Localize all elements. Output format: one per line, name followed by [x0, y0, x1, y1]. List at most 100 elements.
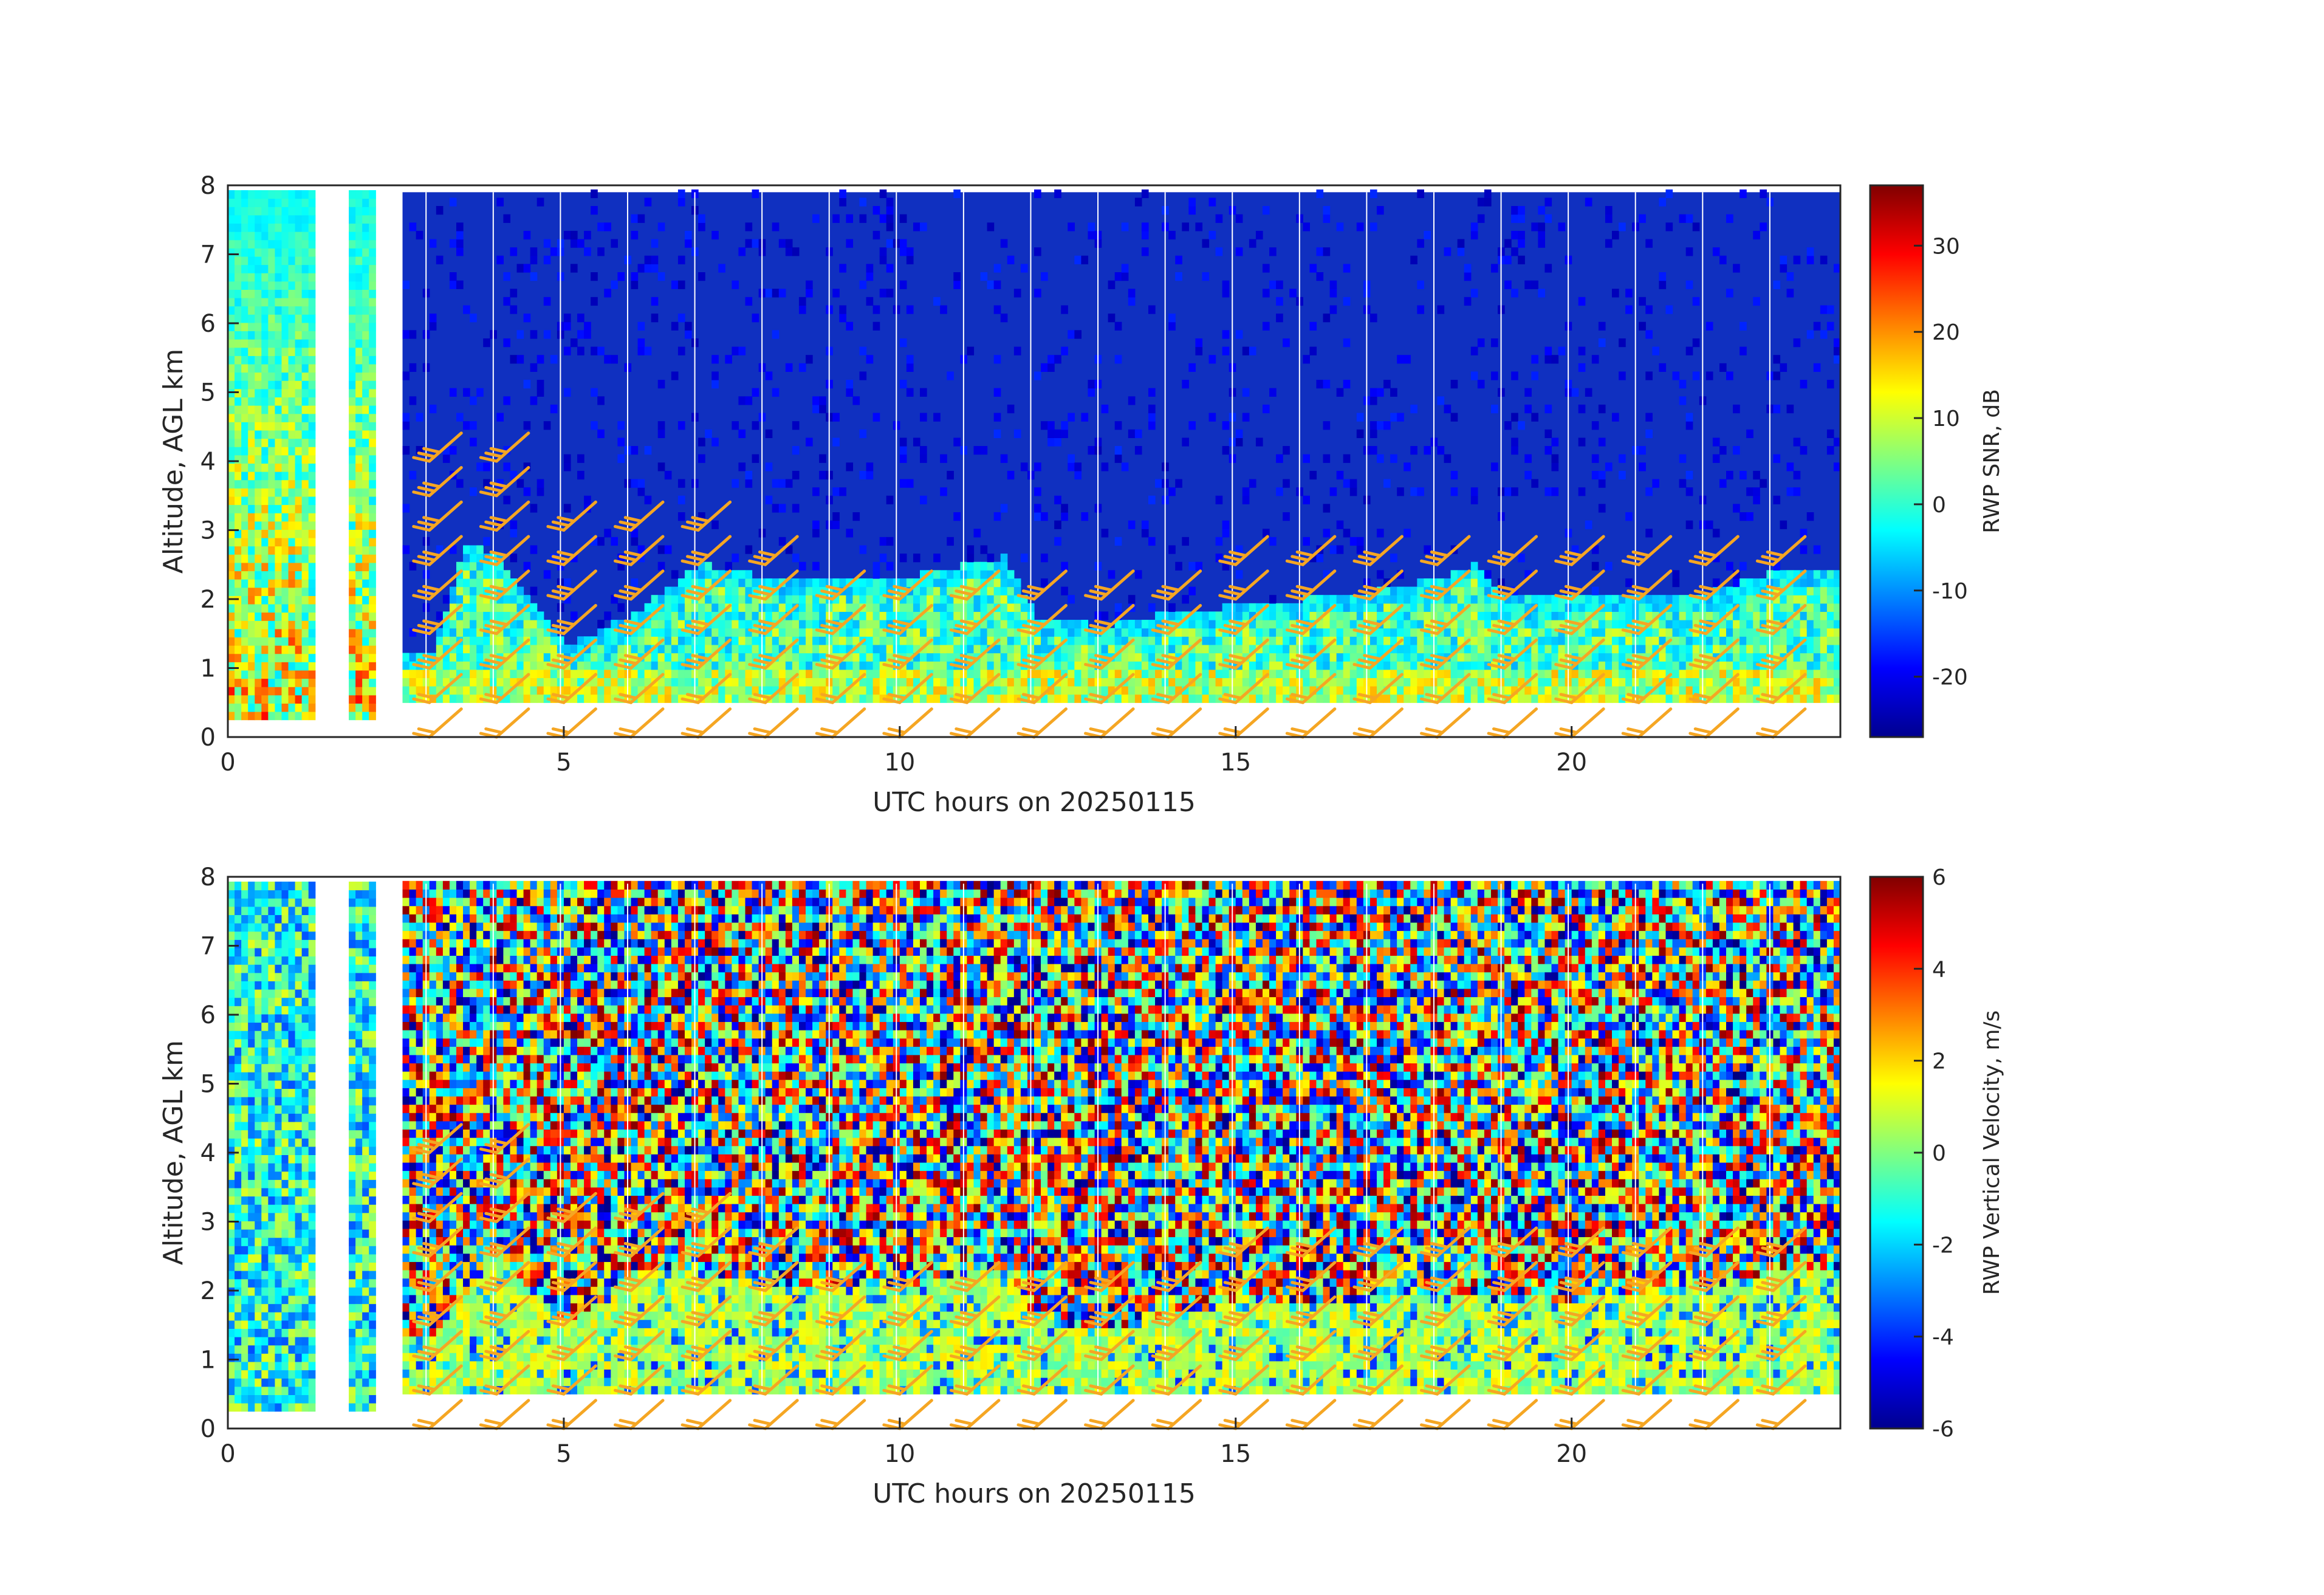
heatmap-cell — [1013, 586, 1021, 595]
heatmap-cell — [1518, 255, 1525, 264]
heatmap-cell — [281, 695, 289, 704]
heatmap-cell — [355, 372, 363, 381]
heatmap-cell — [1598, 611, 1606, 620]
heatmap-cell — [1168, 545, 1176, 554]
heatmap-cell — [429, 677, 437, 687]
heatmap-cell — [1544, 644, 1552, 654]
heatmap-cell — [1349, 487, 1357, 496]
heatmap-cell — [933, 595, 941, 604]
heatmap-cell — [248, 620, 255, 629]
heatmap-cell — [1242, 611, 1250, 620]
heatmap-cell — [1591, 454, 1599, 463]
heatmap-cell — [1155, 669, 1162, 678]
heatmap-cell — [1208, 669, 1216, 678]
heatmap-cell — [1148, 537, 1156, 546]
heatmap-cell — [1134, 661, 1142, 670]
heatmap-cell — [470, 653, 477, 662]
heatmap-cell — [812, 620, 820, 629]
heatmap-cell — [872, 661, 880, 670]
heatmap-cell — [1652, 628, 1660, 637]
heatmap-cell — [752, 314, 759, 323]
heatmap-cell — [449, 628, 457, 637]
heatmap-cell — [591, 653, 598, 662]
heatmap-cell — [248, 637, 255, 646]
heatmap-cell — [308, 339, 316, 348]
heatmap-cell — [1356, 694, 1364, 703]
heatmap-cell — [496, 595, 504, 604]
heatmap-cell — [832, 644, 840, 654]
heatmap-cell — [228, 695, 235, 704]
heatmap-cell — [369, 273, 376, 282]
heatmap-cell — [872, 644, 880, 654]
heatmap-cell — [987, 586, 995, 595]
heatmap-cell — [1813, 603, 1821, 612]
heatmap-cell — [1551, 653, 1559, 662]
heatmap-cell — [1155, 677, 1162, 687]
heatmap-cell — [1753, 297, 1760, 306]
heatmap-cell — [369, 620, 376, 629]
heatmap-cell — [644, 661, 652, 670]
heatmap-cell — [913, 611, 920, 620]
heatmap-cell — [416, 413, 423, 422]
heatmap-cell — [402, 686, 410, 695]
heatmap-cell — [1625, 603, 1633, 612]
heatmap-cell — [288, 339, 296, 348]
heatmap-cell — [1000, 694, 1008, 703]
heatmap-cell — [698, 222, 705, 232]
heatmap-cell — [1316, 628, 1324, 637]
heatmap-cell — [308, 207, 316, 216]
heatmap-cell — [671, 636, 679, 645]
heatmap-cell — [261, 331, 269, 340]
heatmap-cell — [778, 694, 786, 703]
heatmap-cell — [550, 404, 558, 414]
heatmap-cell — [1108, 677, 1116, 687]
heatmap-cell — [275, 281, 283, 290]
heatmap-cell — [577, 330, 584, 339]
heatmap-cell — [1074, 677, 1082, 687]
heatmap-cell — [369, 454, 376, 464]
heatmap-cell — [295, 712, 303, 721]
heatmap-cell — [778, 504, 786, 513]
heatmap-cell — [631, 529, 639, 538]
heatmap-cell — [1068, 628, 1075, 637]
heatmap-cell — [1826, 603, 1834, 612]
heatmap-cell — [1786, 636, 1794, 645]
heatmap-cell — [872, 686, 880, 695]
heatmap-cell — [1538, 222, 1546, 232]
heatmap-cell — [732, 595, 739, 604]
heatmap-cell — [235, 355, 242, 365]
heatmap-cell — [631, 230, 639, 240]
heatmap-cell — [275, 198, 283, 207]
heatmap-cell — [308, 496, 316, 506]
heatmap-cell — [248, 322, 255, 332]
heatmap-cell — [1705, 686, 1713, 695]
heatmap-cell — [1773, 644, 1781, 654]
heatmap-cell — [235, 447, 242, 456]
heatmap-cell — [275, 472, 283, 481]
heatmap-cell — [657, 380, 665, 389]
heatmap-cell — [235, 662, 242, 671]
heatmap-cell — [503, 694, 511, 703]
heatmap-cell — [1061, 504, 1068, 513]
heatmap-cell — [1417, 644, 1424, 654]
heatmap-cell — [677, 197, 685, 207]
heatmap-cell — [1276, 487, 1283, 496]
heatmap-cell — [738, 595, 746, 604]
heatmap-cell — [1376, 661, 1384, 670]
heatmap-cell — [275, 347, 283, 356]
heatmap-cell — [308, 413, 316, 422]
heatmap-cell — [1591, 611, 1599, 620]
heatmap-cell — [1242, 636, 1250, 645]
heatmap-cell — [248, 214, 255, 224]
heatmap-cell — [1746, 487, 1753, 496]
heatmap-cell — [355, 562, 363, 572]
heatmap-cell — [1464, 595, 1472, 604]
heatmap-cell — [1800, 611, 1808, 620]
heatmap-cell — [1000, 644, 1008, 654]
heatmap-cell — [1786, 669, 1794, 678]
heatmap-cell — [684, 570, 692, 579]
heatmap-cell — [1464, 297, 1472, 306]
heatmap-cell — [644, 644, 652, 654]
heatmap-cell — [584, 247, 591, 256]
heatmap-cell — [1444, 595, 1452, 604]
